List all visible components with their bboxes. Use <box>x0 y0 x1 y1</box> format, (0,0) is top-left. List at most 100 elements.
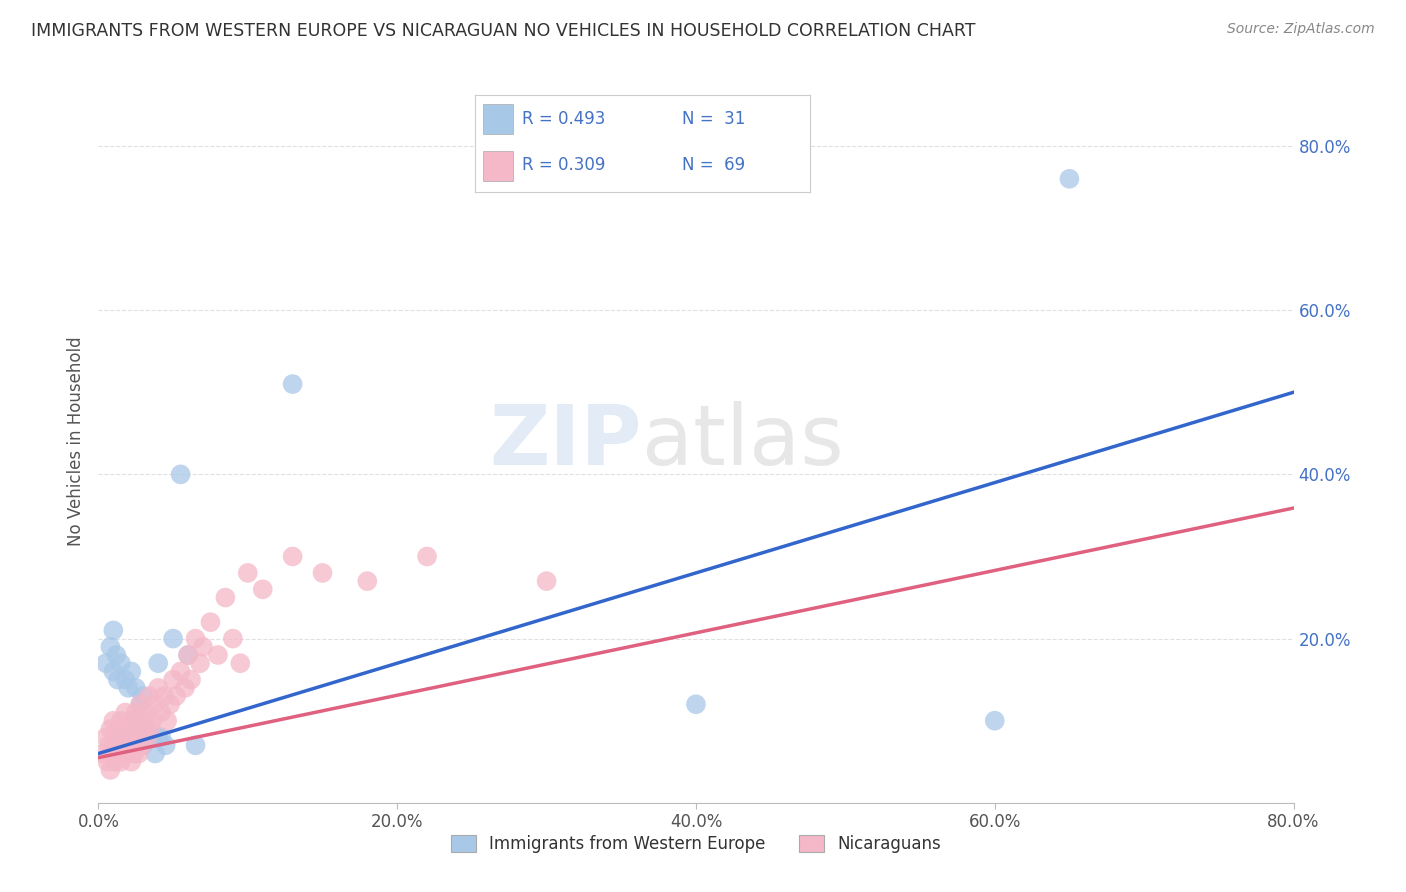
Point <box>139 730 162 744</box>
Point <box>169 467 191 482</box>
Point <box>127 722 149 736</box>
Point <box>150 730 173 744</box>
Point <box>110 730 132 744</box>
Point <box>135 722 157 736</box>
Point <box>108 739 131 753</box>
Point <box>180 673 202 687</box>
Point <box>156 714 179 728</box>
Point <box>155 739 177 753</box>
Point <box>162 632 184 646</box>
Point <box>91 747 114 761</box>
Point <box>134 714 156 728</box>
Point <box>132 689 155 703</box>
Point <box>96 755 118 769</box>
Point <box>105 648 128 662</box>
Point <box>1059 171 1081 186</box>
Text: ZIP: ZIP <box>489 401 643 482</box>
Point <box>143 698 166 712</box>
Point <box>148 657 170 671</box>
Point <box>114 673 136 687</box>
Point <box>131 739 153 753</box>
Point <box>356 574 378 588</box>
Point <box>112 747 135 761</box>
Point <box>150 706 173 720</box>
Point <box>143 747 166 761</box>
Point <box>177 648 200 662</box>
Point <box>685 698 707 712</box>
Point <box>138 689 160 703</box>
Point <box>114 739 136 753</box>
Text: IMMIGRANTS FROM WESTERN EUROPE VS NICARAGUAN NO VEHICLES IN HOUSEHOLD CORRELATIO: IMMIGRANTS FROM WESTERN EUROPE VS NICARA… <box>31 22 976 40</box>
Point <box>107 673 129 687</box>
Point <box>114 706 136 720</box>
Point <box>94 657 117 671</box>
Point <box>125 714 148 728</box>
Point <box>128 747 150 761</box>
Point <box>125 739 148 753</box>
Point <box>124 747 146 761</box>
Point <box>236 566 259 580</box>
Point <box>136 730 159 744</box>
Point <box>416 549 439 564</box>
Point <box>117 747 139 761</box>
Point <box>110 755 132 769</box>
Point <box>148 730 170 744</box>
Point <box>148 681 170 695</box>
Point <box>184 632 207 646</box>
Point <box>165 689 187 703</box>
Point <box>129 698 152 712</box>
Point <box>281 549 304 564</box>
Point <box>177 648 200 662</box>
Point <box>200 615 222 630</box>
Point <box>120 714 142 728</box>
Point <box>98 722 122 736</box>
Point <box>229 657 252 671</box>
Point <box>214 591 236 605</box>
Point <box>129 730 152 744</box>
Point <box>121 730 143 744</box>
Point <box>107 747 129 761</box>
Point <box>125 706 148 720</box>
Point <box>252 582 274 597</box>
Text: Source: ZipAtlas.com: Source: ZipAtlas.com <box>1227 22 1375 37</box>
Point <box>174 681 197 695</box>
Point <box>97 739 120 753</box>
Point <box>207 648 229 662</box>
Point <box>311 566 333 580</box>
Point <box>110 657 132 671</box>
Point <box>188 657 211 671</box>
Point <box>281 377 304 392</box>
Legend: Immigrants from Western Europe, Nicaraguans: Immigrants from Western Europe, Nicaragu… <box>444 828 948 860</box>
Point <box>129 698 152 712</box>
Point <box>111 730 134 744</box>
Point <box>536 574 558 588</box>
Point <box>162 673 184 687</box>
Point <box>132 722 155 736</box>
Point <box>105 730 128 744</box>
Point <box>984 714 1007 728</box>
Point <box>107 722 129 736</box>
Point <box>125 681 148 695</box>
Point <box>104 755 127 769</box>
Point <box>117 722 139 736</box>
Point <box>103 714 125 728</box>
Point <box>98 763 122 777</box>
Point <box>103 624 125 638</box>
Point <box>169 665 191 679</box>
Point <box>132 739 155 753</box>
Point <box>141 714 163 728</box>
Point <box>117 681 139 695</box>
Point <box>153 689 176 703</box>
Point <box>184 739 207 753</box>
Point <box>110 714 132 728</box>
Point <box>103 739 125 753</box>
Point <box>120 755 142 769</box>
Point <box>115 730 138 744</box>
Point <box>94 730 117 744</box>
Point <box>98 640 122 654</box>
Point <box>159 698 181 712</box>
Text: atlas: atlas <box>643 401 844 482</box>
Point <box>139 722 162 736</box>
Point <box>222 632 245 646</box>
Point <box>101 747 124 761</box>
